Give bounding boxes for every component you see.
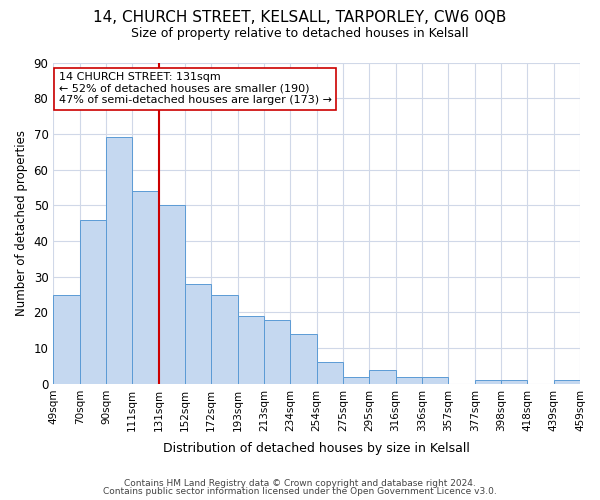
- Bar: [132, 191, 158, 384]
- Text: 14 CHURCH STREET: 131sqm
← 52% of detached houses are smaller (190)
47% of semi-: 14 CHURCH STREET: 131sqm ← 52% of detach…: [59, 72, 332, 106]
- X-axis label: Distribution of detached houses by size in Kelsall: Distribution of detached houses by size …: [163, 442, 470, 455]
- Y-axis label: Number of detached properties: Number of detached properties: [15, 130, 28, 316]
- Text: Contains HM Land Registry data © Crown copyright and database right 2024.: Contains HM Land Registry data © Crown c…: [124, 478, 476, 488]
- Bar: [370, 370, 395, 384]
- Bar: [422, 377, 448, 384]
- Bar: [53, 294, 80, 384]
- Text: 14, CHURCH STREET, KELSALL, TARPORLEY, CW6 0QB: 14, CHURCH STREET, KELSALL, TARPORLEY, C…: [94, 10, 506, 25]
- Bar: [501, 380, 527, 384]
- Bar: [211, 294, 238, 384]
- Bar: [554, 380, 580, 384]
- Text: Contains public sector information licensed under the Open Government Licence v3: Contains public sector information licen…: [103, 487, 497, 496]
- Bar: [343, 377, 370, 384]
- Text: Size of property relative to detached houses in Kelsall: Size of property relative to detached ho…: [131, 28, 469, 40]
- Bar: [264, 320, 290, 384]
- Bar: [395, 377, 422, 384]
- Bar: [475, 380, 501, 384]
- Bar: [158, 206, 185, 384]
- Bar: [106, 138, 132, 384]
- Bar: [290, 334, 317, 384]
- Bar: [80, 220, 106, 384]
- Bar: [317, 362, 343, 384]
- Bar: [238, 316, 264, 384]
- Bar: [185, 284, 211, 384]
